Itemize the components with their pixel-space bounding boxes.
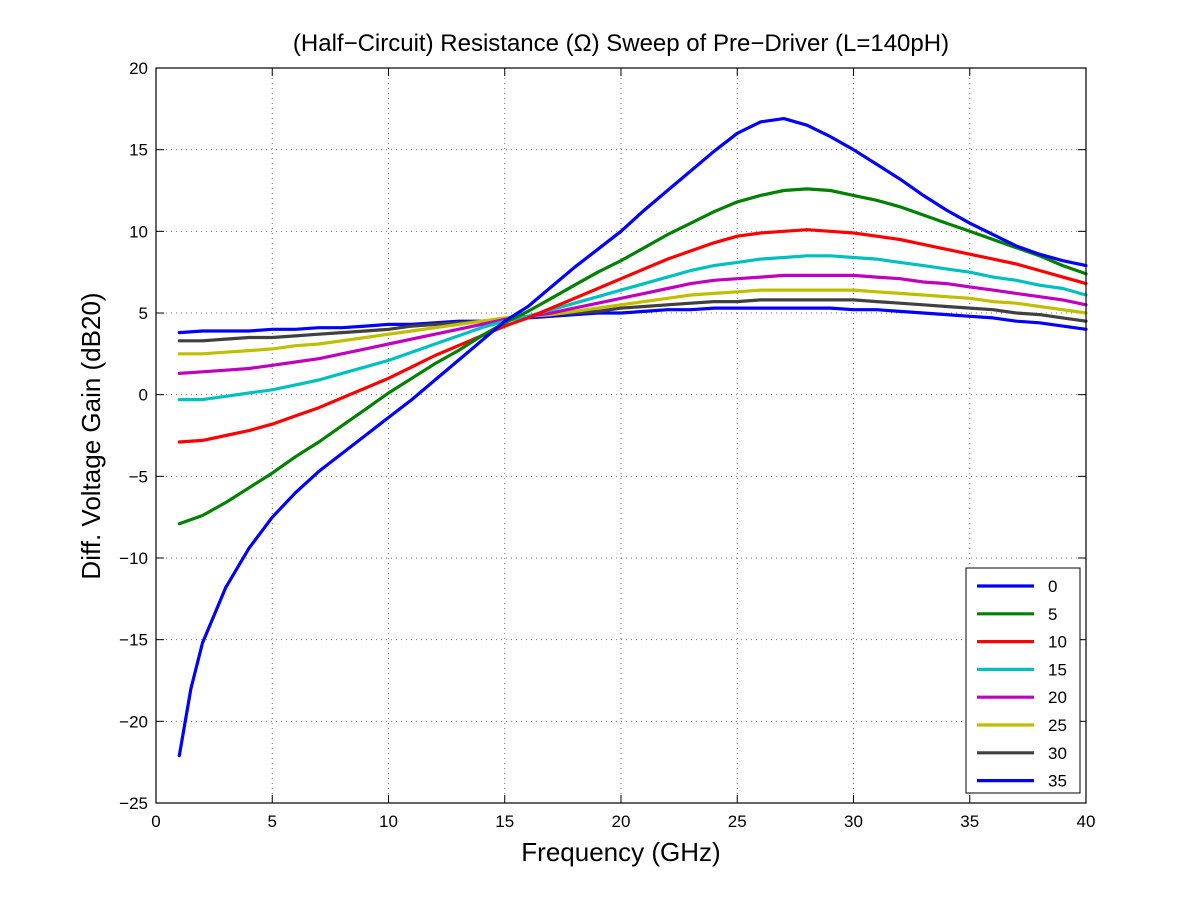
y-tick-label: −15 [119,631,148,650]
x-tick-label: 15 [495,812,514,831]
x-axis-label: Frequency (GHz) [521,837,720,867]
legend-label-10: 10 [1048,633,1067,652]
chart-title: (Half−Circuit) Resistance (Ω) Sweep of P… [293,30,949,57]
legend-label-25: 25 [1048,716,1067,735]
legend-label-0: 0 [1048,577,1057,596]
x-tick-label: 30 [844,812,863,831]
y-tick-label: 10 [129,222,148,241]
y-tick-label: 15 [129,141,148,160]
x-tick-label: 10 [379,812,398,831]
y-tick-label: −25 [119,794,148,813]
y-tick-label: 0 [139,386,148,405]
y-tick-label: −5 [129,467,148,486]
legend-label-20: 20 [1048,688,1067,707]
x-tick-label: 35 [960,812,979,831]
x-tick-label: 40 [1077,812,1096,831]
legend-label-35: 35 [1048,772,1067,791]
x-tick-label: 25 [728,812,747,831]
y-tick-label: 5 [139,304,148,323]
y-tick-label: −20 [119,712,148,731]
x-tick-label: 0 [151,812,160,831]
legend: 0 5 10 15 20 25 30 35 [966,568,1080,793]
y-tick-label: −10 [119,549,148,568]
legend-label-15: 15 [1048,660,1067,679]
legend-label-5: 5 [1048,605,1057,624]
x-tick-label: 5 [268,812,277,831]
legend-label-30: 30 [1048,744,1067,763]
y-axis-label: Diff. Voltage Gain (dB20) [76,292,106,579]
y-tick-label: 20 [129,59,148,78]
x-tick-label: 20 [612,812,631,831]
